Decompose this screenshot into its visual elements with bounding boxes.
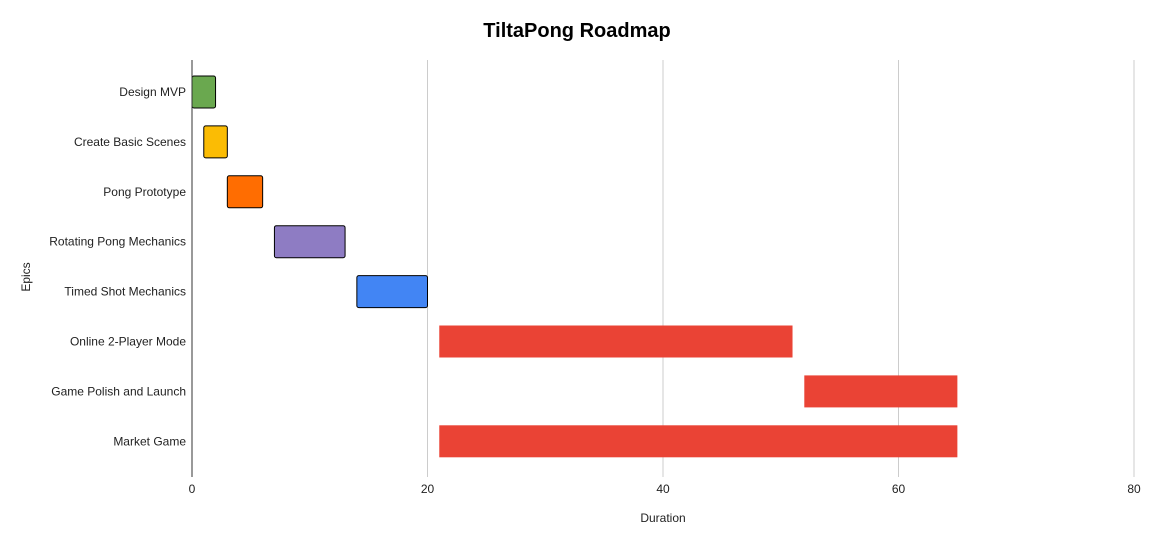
- category-label: Game Polish and Launch: [51, 384, 186, 398]
- bar: [439, 325, 793, 358]
- bar: [804, 375, 958, 408]
- x-tick-labels: 0 20 40 60 80: [189, 482, 1141, 496]
- x-axis-label: Duration: [640, 511, 685, 525]
- bars: [191, 75, 958, 458]
- bar: [273, 225, 346, 259]
- category-label: Rotating Pong Mechanics: [49, 235, 186, 249]
- category-labels: Design MVP Create Basic Scenes Pong Protot…: [49, 85, 186, 448]
- category-label: Create Basic Scenes: [74, 135, 186, 149]
- category-label: Timed Shot Mechanics: [64, 285, 186, 299]
- grid-lines: [427, 60, 1135, 477]
- category-label: Online 2-Player Mode: [70, 335, 186, 349]
- x-tick-label: 60: [892, 482, 906, 496]
- x-tick-label: 0: [189, 482, 196, 496]
- bar: [226, 175, 264, 209]
- bar: [439, 425, 958, 458]
- category-label: Design MVP: [119, 85, 186, 99]
- category-label: Pong Prototype: [103, 185, 186, 199]
- category-label: Market Game: [113, 434, 186, 448]
- y-axis-label: Epics: [19, 262, 33, 291]
- bar: [203, 125, 228, 159]
- x-tick-label: 40: [656, 482, 670, 496]
- chart-title: TiltaPong Roadmap: [483, 20, 670, 42]
- bar: [191, 75, 217, 109]
- x-tick-label: 80: [1127, 482, 1141, 496]
- x-tick-label: 20: [421, 482, 435, 496]
- bar: [356, 275, 429, 309]
